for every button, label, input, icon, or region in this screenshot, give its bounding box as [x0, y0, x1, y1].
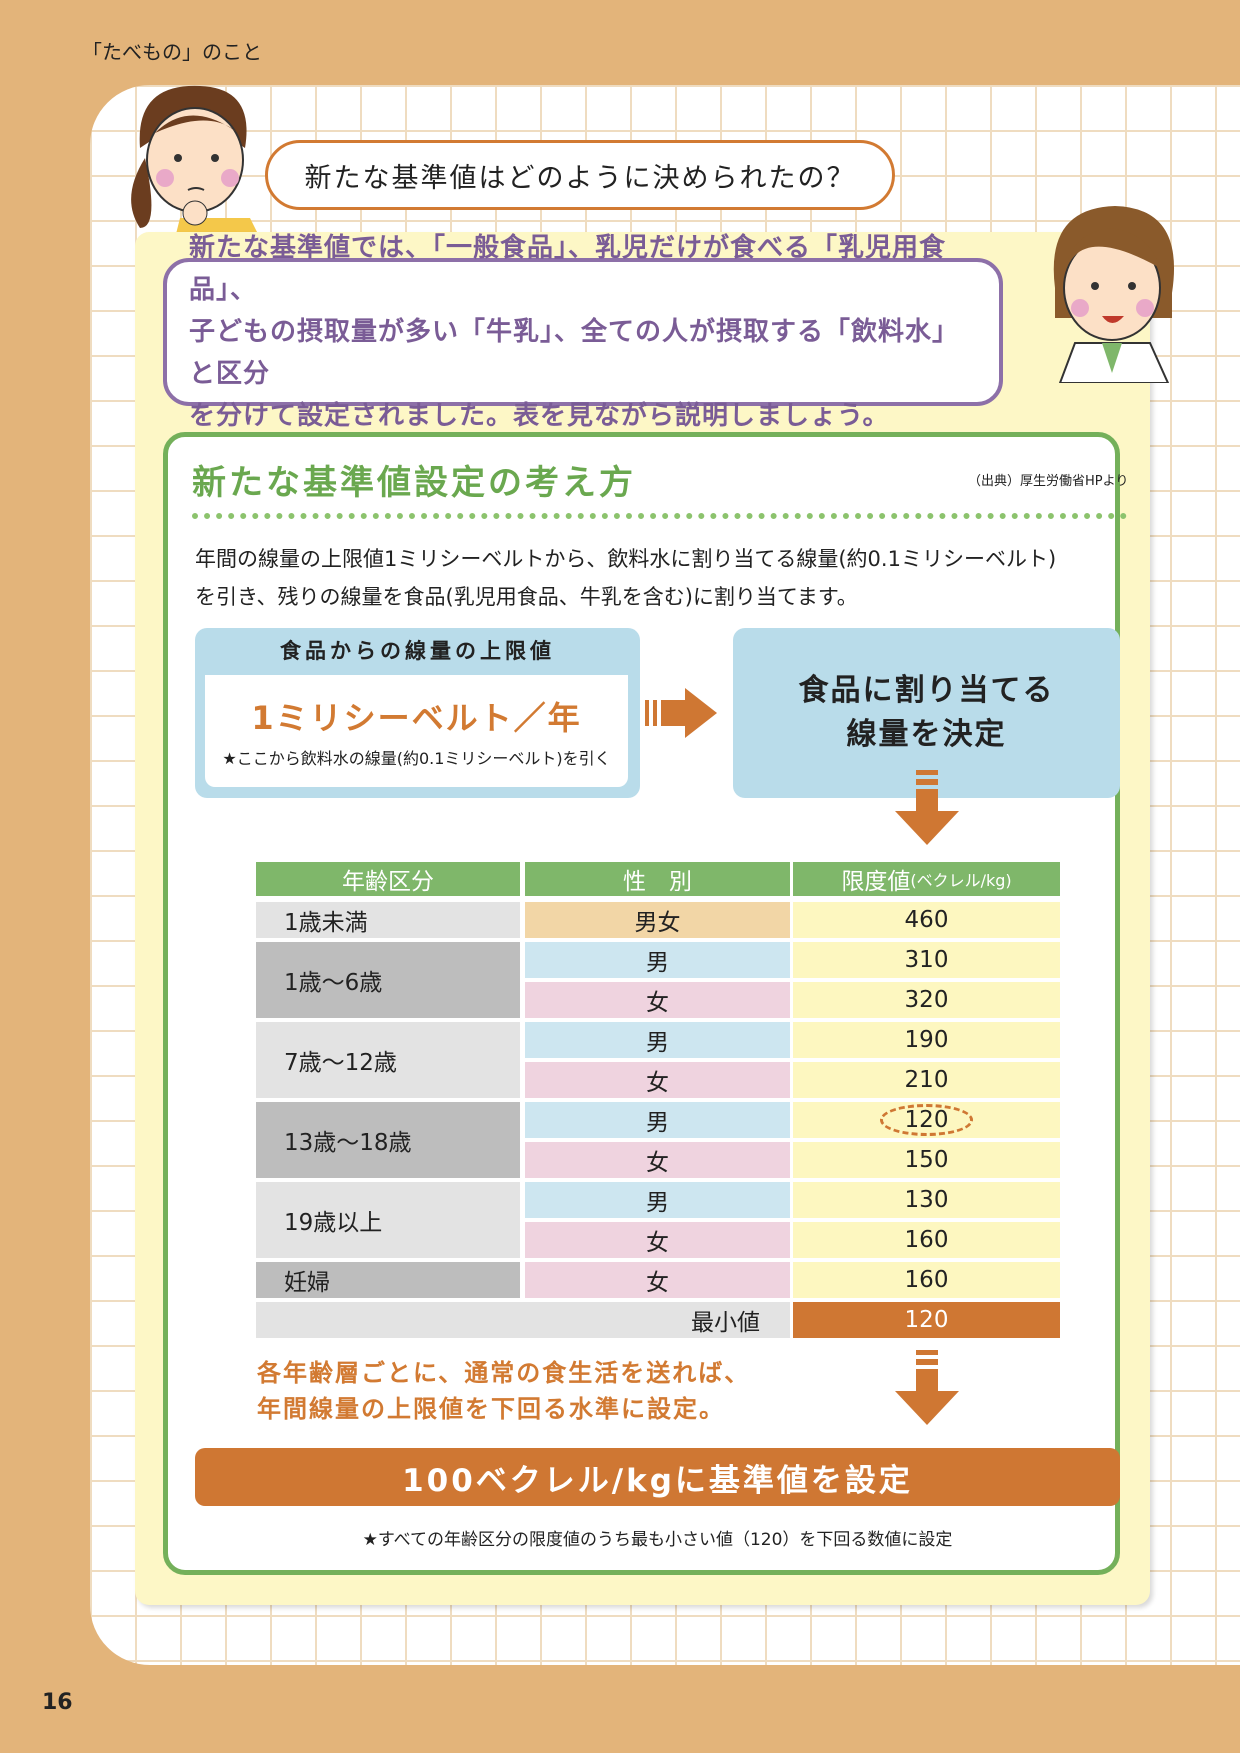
sex-cell-text: 男 — [646, 1110, 669, 1136]
limit-inner: 1ミリシーベルト／年 ★ここから飲料水の線量(約0.1ミリシーベルト)を引く — [205, 675, 628, 787]
decide-line: 食品に割り当てる — [798, 673, 1055, 708]
age-cell: 7歳～12歳 — [256, 1022, 520, 1098]
value-cell: 320 — [793, 982, 1060, 1018]
min-value-cell: 120 — [793, 1302, 1060, 1338]
sex-cell: 男 — [525, 1102, 790, 1138]
age-cell-text: 13歳～18歳 — [284, 1130, 412, 1156]
value-cell-text: 130 — [904, 1187, 949, 1213]
value-cell: 210 — [793, 1062, 1060, 1098]
value-cell: 190 — [793, 1022, 1060, 1058]
header-sex: 性 別 — [525, 862, 790, 896]
conclusion-line: 年間線量の上限値を下回る水準に設定。 — [257, 1395, 725, 1423]
dotted-divider — [192, 513, 1127, 519]
sex-cell: 女 — [525, 1142, 790, 1178]
sex-cell: 男女 — [525, 902, 790, 938]
sex-cell-text: 男女 — [634, 910, 681, 936]
header-limit-text: 限度値 — [841, 869, 911, 895]
min-label-cell-text: 最小値 — [691, 1310, 760, 1336]
result-banner: 100ベクレル/kgに基準値を設定 — [195, 1448, 1120, 1506]
value-cell: 160 — [793, 1222, 1060, 1258]
min-value-cell-text: 120 — [904, 1307, 949, 1333]
sex-cell-text: 女 — [646, 1270, 669, 1296]
answer-line: 新たな基準値では、「一般食品」、乳児だけが食べる「乳児用食品」、 — [189, 233, 947, 305]
decide-line: 線量を決定 — [846, 717, 1007, 752]
answer-bubble: 新たな基準値では、「一般食品」、乳児だけが食べる「乳児用食品」、 子どもの摂取量… — [163, 233, 1003, 431]
age-cell: 19歳以上 — [256, 1182, 520, 1258]
sex-cell-text: 男 — [646, 950, 669, 976]
teacher-illustration — [1053, 206, 1175, 383]
value-cell-text: 160 — [904, 1227, 949, 1253]
source-note: （出典）厚生労働省HPより — [968, 474, 1129, 489]
age-cell: 1歳～6歳 — [256, 942, 520, 1018]
header-limit: 限度値 (ベクレル/kg) — [793, 862, 1060, 896]
value-cell-text: 320 — [904, 987, 949, 1013]
conclusion-line: 各年齢層ごとに、通常の食生活を送れば、 — [257, 1359, 751, 1387]
answer-line: 子どもの摂取量が多い「牛乳」、全ての人が摂取する「飲料水」と区分 — [189, 317, 960, 389]
sex-cell-text: 女 — [646, 1070, 669, 1096]
value-cell: 130 — [793, 1182, 1060, 1218]
header-age-text: 年齢区分 — [342, 869, 434, 895]
age-cell: 1歳未満 — [256, 902, 520, 938]
value-cell-text: 190 — [904, 1027, 949, 1053]
sex-cell-text: 女 — [646, 1150, 669, 1176]
intro-line: 年間の線量の上限値1ミリシーベルトから、飲料水に割り当てる線量(約0.1ミリシー… — [195, 547, 1057, 571]
answer-line: を分けて設定されました。表を見ながら説明しましょう。 — [189, 401, 890, 431]
age-cell-text: 1歳～6歳 — [284, 970, 383, 996]
age-cell-text: 19歳以上 — [284, 1210, 383, 1236]
section-label: 「たべもの」のこと — [82, 40, 262, 64]
value-cell: 310 — [793, 942, 1060, 978]
header-age: 年齢区分 — [256, 862, 520, 896]
footnote: ★すべての年齢区分の限度値のうち最も小さい値（120）を下回る数値に設定 — [362, 1530, 953, 1550]
sex-cell: 女 — [525, 1222, 790, 1258]
arrow-down-icon — [895, 770, 959, 845]
min-label-cell: 最小値 — [256, 1302, 790, 1338]
question-bubble: 新たな基準値はどのように決められたの？ — [265, 140, 895, 210]
sex-cell: 男 — [525, 1022, 790, 1058]
value-cell-text: 150 — [904, 1147, 949, 1173]
header-sex-text: 性 別 — [623, 869, 692, 895]
sex-cell: 女 — [525, 1062, 790, 1098]
decide-box: 食品に割り当てる 線量を決定 — [733, 628, 1120, 798]
panel-title: 新たな基準値設定の考え方 — [192, 463, 636, 503]
value-cell: 160 — [793, 1262, 1060, 1298]
age-cell-text: 妊婦 — [284, 1270, 330, 1296]
limit-heading: 食品からの線量の上限値 — [280, 639, 555, 663]
value-cell-text: 310 — [904, 947, 949, 973]
age-cell-text: 7歳～12歳 — [284, 1050, 397, 1076]
sex-cell: 女 — [525, 982, 790, 1018]
age-cell-text: 1歳未満 — [284, 910, 368, 936]
sex-cell: 男 — [525, 942, 790, 978]
sex-cell-text: 男 — [646, 1030, 669, 1056]
header-unit: (ベクレル/kg) — [910, 871, 1012, 890]
sex-cell-text: 男 — [646, 1190, 669, 1216]
girl-thinking-illustration — [131, 85, 260, 238]
conclusion-text: 各年齢層ごとに、通常の食生活を送れば、 年間線量の上限値を下回る水準に設定。 — [257, 1355, 750, 1427]
value-cell-text: 460 — [904, 907, 949, 933]
value-cell-highlighted: 120 — [793, 1102, 1060, 1138]
limit-value: 1ミリシーベルト／年 — [251, 699, 582, 737]
intro-text: 年間の線量の上限値1ミリシーベルトから、飲料水に割り当てる線量(約0.1ミリシー… — [195, 540, 1056, 616]
value-cell-highlighted-text: 120 — [879, 1104, 974, 1136]
limit-note: ★ここから飲料水の線量(約0.1ミリシーベルト)を引く — [222, 749, 611, 768]
question-text: 新たな基準値はどのように決められたの？ — [304, 162, 856, 194]
value-cell-text: 160 — [904, 1267, 949, 1293]
value-cell-text: 210 — [904, 1067, 949, 1093]
value-cell: 150 — [793, 1142, 1060, 1178]
sex-cell-text: 女 — [646, 990, 669, 1016]
page-number: 16 — [42, 1690, 73, 1715]
age-cell: 妊婦 — [256, 1262, 520, 1298]
age-cell: 13歳～18歳 — [256, 1102, 520, 1178]
sex-cell: 女 — [525, 1262, 790, 1298]
sex-cell: 男 — [525, 1182, 790, 1218]
value-cell: 460 — [793, 902, 1060, 938]
sex-cell-text: 女 — [646, 1230, 669, 1256]
intro-line: を引き、残りの線量を食品(乳児用食品、牛乳を含む)に割り当てます。 — [195, 585, 858, 609]
arrow-right-icon — [645, 688, 717, 738]
arrow-down-icon — [895, 1350, 959, 1425]
